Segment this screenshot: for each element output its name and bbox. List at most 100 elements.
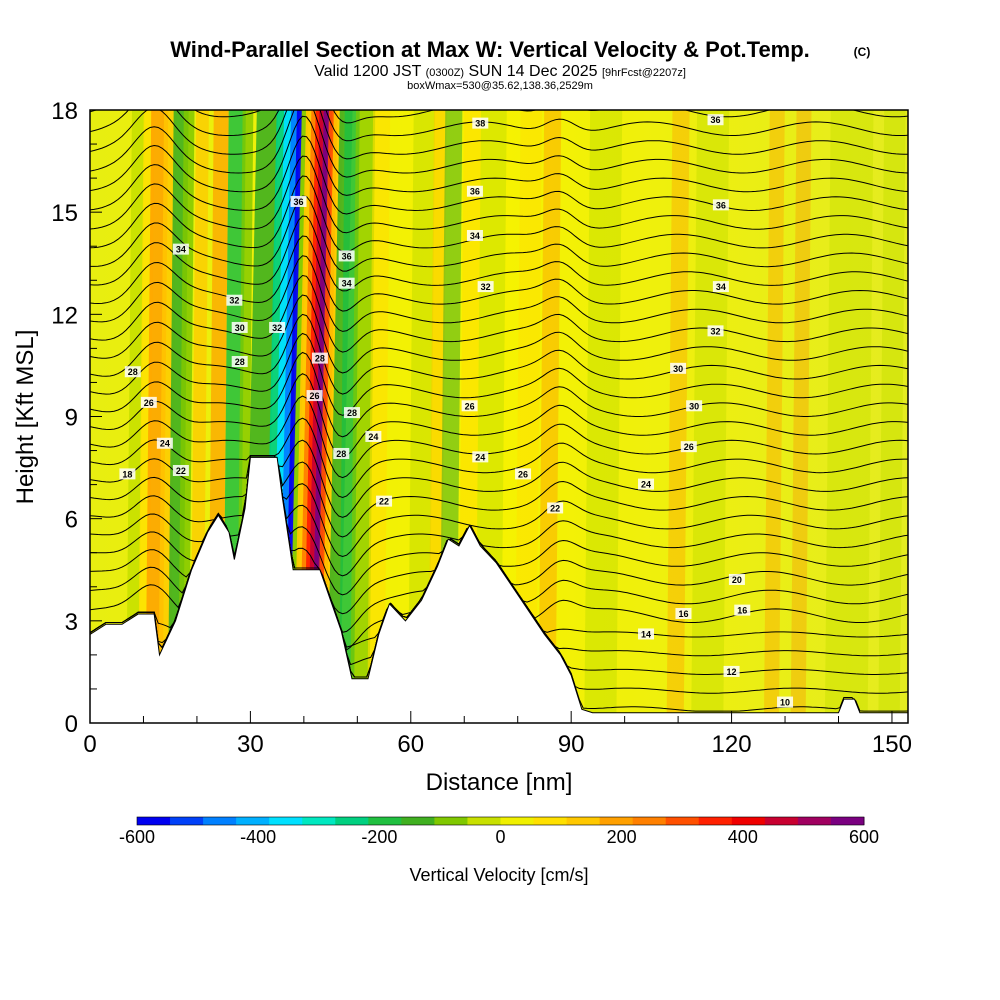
contour-label-box [638,478,655,490]
theta-contour [90,294,908,374]
theta-contour [90,417,908,499]
contour-label: 28 [235,357,245,367]
contour-label: 28 [347,408,357,418]
contour-label: 30 [689,401,699,411]
vv-band [514,110,543,723]
colorbar-tick-label: -200 [361,827,397,847]
vv-band [763,110,785,723]
contour-label: 22 [379,497,389,507]
contour-label: 18 [122,469,132,479]
colorbar-swatch [566,817,601,825]
contour-label: 22 [176,466,186,476]
contour-label-box [306,390,323,402]
contour-label: 16 [737,606,747,616]
contour-label: 28 [128,367,138,377]
contour-label: 28 [336,449,346,459]
vv-band [824,110,874,723]
contour-label-box [686,400,703,412]
theta-contour [90,373,908,459]
contour-label-box [231,356,248,368]
contour-label: 36 [294,197,304,207]
subtitle-forecast: [9hrFcst@2207z] [602,67,686,79]
colorbar-frame [136,816,865,826]
colorbar-swatch [533,817,568,825]
colorbar-swatch [764,817,799,825]
colorbar-swatch [335,817,369,825]
colorbar-swatch [170,817,204,825]
x-tick-label: 30 [237,731,264,758]
contour-label-box [680,441,697,453]
contour-label-box [172,464,189,476]
contour-label: 32 [711,326,721,336]
theta-contour [90,155,908,234]
colorbar-label: Vertical Velocity [cm/s] [409,865,588,885]
contour-label-box [156,437,173,449]
contour-label-box [311,352,328,364]
contour-label-box [477,281,494,293]
contour-label-box [723,665,740,677]
contour-label: 36 [470,187,480,197]
contour-label: 12 [727,667,737,677]
contour-label: 24 [475,452,485,462]
vv-band [538,110,562,723]
x-tick-label: 0 [83,731,96,758]
contour-label-box [226,294,243,306]
contour-label-box [269,321,286,333]
theta-contour [90,332,908,416]
vv-band [691,110,730,723]
contour-label: 30 [673,364,683,374]
theta-contour [90,255,908,332]
x-axis: 0 30 60 90 120 150 [83,711,912,758]
y-tick-label: 9 [65,405,78,432]
x-axis-label: Distance [nm] [426,769,573,796]
contour-label-box [707,325,724,337]
contour-label-box [712,199,729,211]
x-tick-label: 90 [558,731,585,758]
vv-band [666,110,690,723]
chart-subtitle-2: boxWmax=530@35.62,138.36,2529m [407,80,593,92]
contour-label: 38 [475,119,485,129]
theta-contour [90,455,908,577]
contour-label-box [472,117,489,129]
colorbar-swatch [632,817,667,825]
y-tick-label: 15 [51,200,78,227]
contour-label-box [140,396,157,408]
vv-band [367,110,391,723]
colorbar-swatch [401,817,435,825]
contour-label-box [675,608,692,620]
colorbar-swatch [236,817,270,825]
contour-label: 32 [481,282,491,292]
theta-contour [90,110,908,124]
contour-label-box [466,185,483,197]
theta-contour [90,195,908,272]
contour-label: 30 [235,323,245,333]
contour-label-box [515,468,532,480]
colorbar-tick-label: -600 [119,827,155,847]
colorbar-swatch [467,817,501,825]
contour-label: 34 [470,231,480,241]
contour-label-box [777,696,794,708]
vv-band [177,110,195,723]
theta-contour [90,455,908,558]
theta-contour [90,110,908,178]
contour-label: 26 [144,398,154,408]
contour-label-box [728,573,745,585]
contour-label: 36 [711,115,721,125]
colorbar-swatch [830,817,865,825]
contour-label: 34 [716,282,726,292]
colorbar-swatch [137,817,171,825]
theta-contour [90,439,908,518]
colorbar-swatch [731,817,766,825]
contour-label-box [338,277,355,289]
colorbar-tick-label: 600 [849,827,879,847]
contour-label: 36 [716,200,726,210]
colorbar-tick-label: 200 [607,827,637,847]
plot-area: 10 12 14 16 16 18 20 22 22 22 24 24 24 24 26 26 26 26 26 28… [90,110,908,723]
contour-label-box [231,321,248,333]
colorbar-swatch [302,817,336,825]
theta-contour [90,110,908,160]
theta-contour [90,395,908,479]
y-tick-label: 12 [51,302,78,329]
vv-band [407,110,436,723]
colorbar-tick-label: -400 [240,827,276,847]
